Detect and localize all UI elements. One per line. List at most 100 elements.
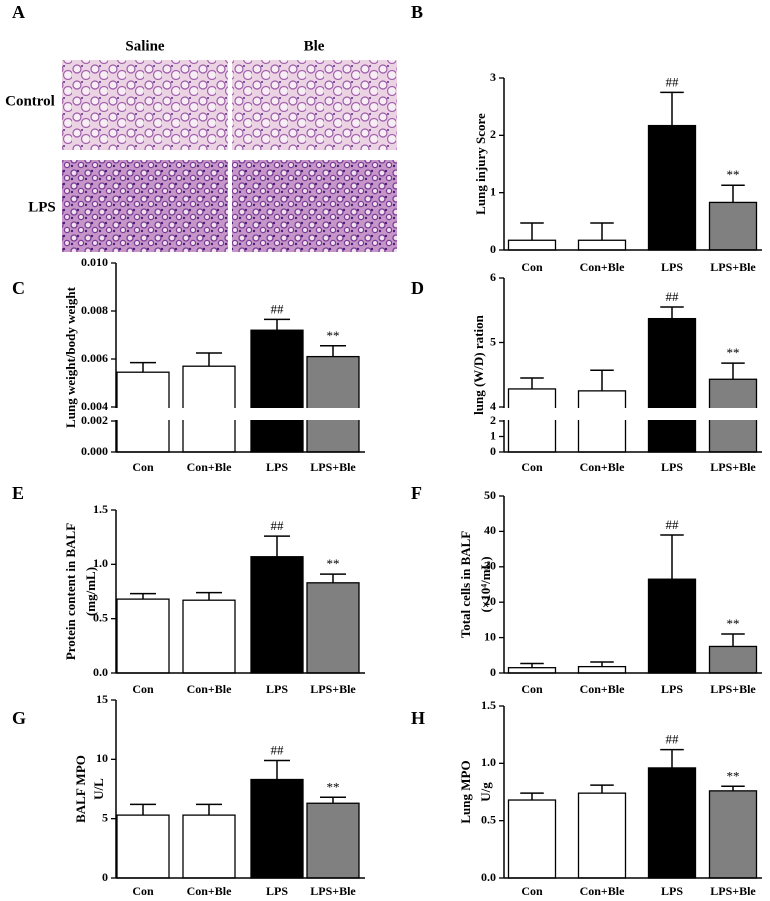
x-tick-label: Con+Ble	[580, 260, 626, 274]
y-axis-label: lung (W/D) ration	[471, 314, 486, 414]
x-tick-label: Con	[132, 460, 154, 474]
y-tick-label: 0.010	[81, 255, 108, 269]
x-tick-label: Con	[521, 260, 543, 274]
panel-label: G	[12, 708, 26, 728]
histology-image	[62, 60, 228, 150]
bar	[116, 598, 170, 674]
panel-label: F	[411, 483, 422, 503]
y-tick-label: 5	[102, 810, 108, 824]
y-tick-label: 0.006	[81, 351, 108, 365]
x-tick-label: LPS+Ble	[310, 884, 356, 898]
bar	[306, 582, 360, 674]
panel-label: B	[411, 2, 423, 22]
y-axis-label: Protein content in BALF	[63, 523, 78, 660]
y-tick-label: 50	[484, 488, 496, 502]
bar	[647, 317, 697, 453]
y-tick-label: 0.004	[81, 399, 108, 413]
bar	[507, 667, 557, 674]
bar	[647, 124, 697, 251]
y-tick-label: 1.0	[93, 556, 108, 570]
x-tick-label: Con+Ble	[187, 884, 233, 898]
x-tick-label: Con	[132, 682, 154, 696]
bar	[182, 599, 236, 674]
panel-label: E	[12, 483, 24, 503]
y-tick-label: 15	[96, 692, 108, 706]
significance-label: ##	[271, 518, 285, 533]
y-tick-label: 0.000	[81, 444, 108, 458]
x-tick-label: Con+Ble	[187, 682, 233, 696]
y-tick-label: 1.5	[93, 502, 108, 516]
row-label: LPS	[28, 199, 56, 215]
x-tick-label: LPS	[661, 460, 683, 474]
y-tick-label: 0.0	[481, 870, 496, 884]
significance-label: **	[727, 768, 740, 783]
x-tick-label: LPS+Ble	[310, 682, 356, 696]
y-tick-label: 0.002	[81, 413, 108, 427]
bar	[250, 329, 304, 453]
significance-label: ##	[666, 289, 680, 304]
bar	[577, 792, 627, 879]
y-axis-label: (×10⁴/mL)	[478, 556, 493, 612]
panel-label: C	[12, 278, 25, 298]
significance-label: ##	[271, 301, 285, 316]
bar	[507, 799, 557, 879]
y-axis-label: Lung MPO	[458, 760, 473, 823]
bar	[577, 665, 627, 674]
x-tick-label: LPS	[661, 260, 683, 274]
significance-label: **	[727, 167, 740, 182]
significance-label: **	[727, 616, 740, 631]
bar	[708, 645, 758, 674]
significance-label: ##	[271, 743, 285, 758]
panel-label: D	[411, 278, 424, 298]
bar	[250, 778, 304, 879]
y-tick-label: 1	[490, 428, 496, 442]
x-tick-label: LPS+Ble	[710, 260, 756, 274]
y-tick-label: 0	[490, 665, 496, 679]
y-axis-label: Lung injury Score	[473, 113, 488, 215]
y-tick-label: 0.008	[81, 303, 108, 317]
y-tick-label: 4	[490, 399, 496, 413]
bar	[647, 578, 697, 674]
y-tick-label: 0.0	[93, 665, 108, 679]
y-tick-label: 1	[490, 184, 496, 198]
y-tick-label: 5	[490, 334, 496, 348]
x-tick-label: LPS	[661, 884, 683, 898]
column-label: Saline	[125, 38, 165, 54]
x-tick-label: Con	[521, 460, 543, 474]
bar	[116, 814, 170, 879]
x-tick-label: LPS	[661, 682, 683, 696]
y-tick-label: 40	[484, 523, 496, 537]
y-tick-label: 0	[490, 444, 496, 458]
histology-image	[232, 160, 397, 252]
bar	[306, 802, 360, 879]
y-tick-label: 10	[96, 751, 108, 765]
significance-label: ##	[666, 517, 680, 532]
y-axis-label: U/L	[91, 778, 106, 800]
x-tick-label: Con	[521, 884, 543, 898]
significance-label: **	[727, 345, 740, 360]
bar	[507, 388, 557, 453]
panel-label: H	[411, 708, 425, 728]
significance-label: **	[327, 556, 340, 571]
panel-label: A	[12, 2, 25, 22]
y-tick-label: 10	[484, 629, 496, 643]
y-tick-label: 30	[484, 559, 496, 573]
x-tick-label: LPS+Ble	[710, 460, 756, 474]
x-tick-label: LPS	[266, 682, 288, 696]
y-tick-label: 0	[102, 870, 108, 884]
y-tick-label: 0.5	[481, 812, 496, 826]
y-axis-label: Total cells in BALF	[458, 531, 473, 639]
axis-break-gap	[110, 408, 367, 420]
bar	[577, 390, 627, 453]
bar	[507, 239, 557, 251]
histology-image	[62, 160, 228, 252]
x-tick-label: LPS+Ble	[710, 884, 756, 898]
y-tick-label: 2	[490, 127, 496, 141]
x-tick-label: LPS	[266, 884, 288, 898]
significance-label: ##	[666, 732, 680, 747]
column-label: Ble	[304, 38, 325, 54]
y-tick-label: 0	[490, 242, 496, 256]
y-axis-label: Lung weight/body weight	[63, 286, 78, 428]
row-label: Control	[5, 93, 55, 109]
